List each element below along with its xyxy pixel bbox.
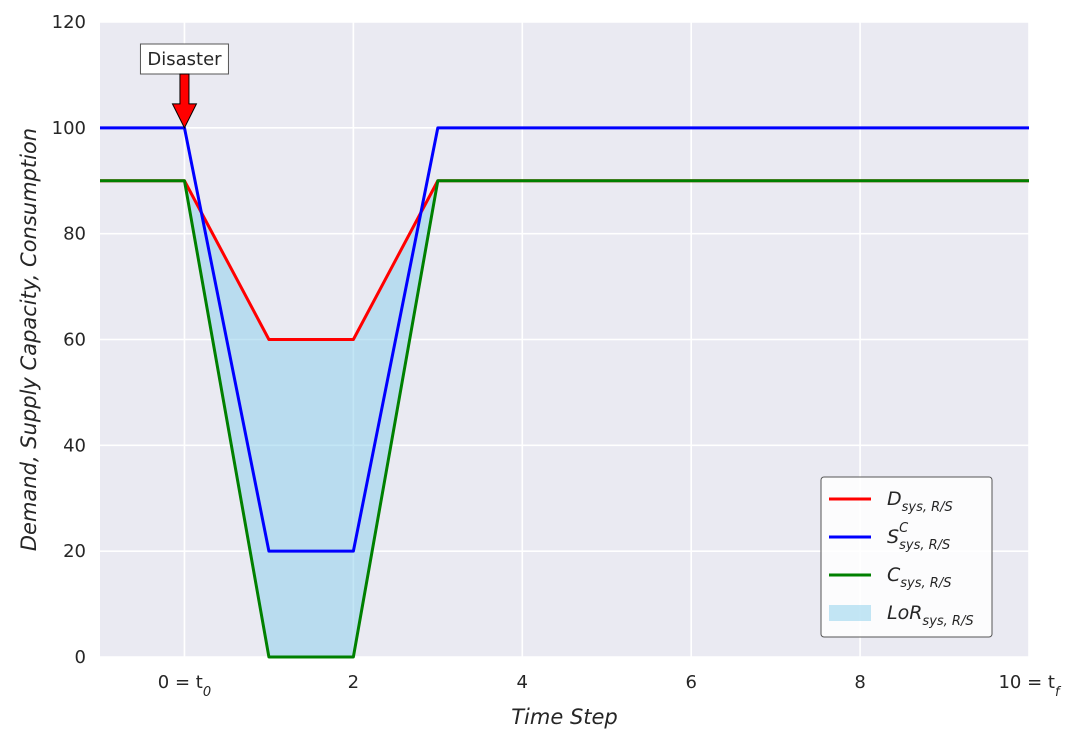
series-line-c [100,179,1029,659]
legend-frame [820,476,993,638]
legend-entry: Csys, R/S [887,564,951,591]
x-tick-label: 2 [348,672,359,693]
y-tick-labels: 0 20 40 60 80 100 120 [52,12,86,668]
annotation-box [139,43,229,75]
x-tick-labels: 0 = t0 2 4 6 8 10 = tf [158,672,1062,700]
x-axis-label: Time Step [511,705,618,729]
x-tick-label: 10 = tf [998,672,1062,700]
series-line-s [100,126,1029,553]
legend-entry: Dsys, R/S [887,488,953,515]
y-axis-label: Demand, Supply Capacity, Consumption [17,128,41,551]
y-tick-label: 20 [63,541,86,562]
disaster-arrow-icon [171,73,198,129]
x-tick-label: 8 [854,672,865,693]
y-tick-label: 60 [63,330,86,351]
legend-entry: LoRsys, R/S [887,602,974,629]
x-tick-label: 6 [685,672,696,693]
annotation-text: Disaster [147,49,222,70]
y-tick-label: 120 [52,12,86,33]
legend-swatch [829,605,871,621]
y-tick-label: 80 [63,224,86,245]
legend: Dsys, R/S SC sys, R/S Csys, R/S LoRsys, R/S [820,476,993,638]
x-tick-label: 4 [517,672,528,693]
legend-entry: SC sys, R/S [887,521,950,553]
series-lines [100,126,1029,659]
y-tick-label: 0 [75,647,86,668]
x-tick-label: 0 = t0 [158,672,211,700]
y-tick-label: 40 [63,435,86,456]
disaster-annotation: Disaster [139,43,229,129]
y-tick-label: 100 [52,118,86,139]
